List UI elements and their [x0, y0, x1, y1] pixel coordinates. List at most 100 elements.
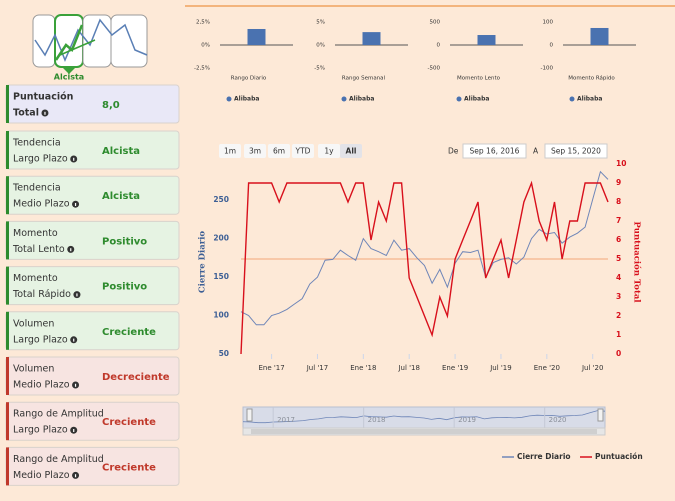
info-icon-stem — [70, 248, 72, 252]
to-value[interactable]: Sep 15, 2020 — [551, 147, 601, 156]
card-accent — [6, 131, 9, 169]
navigator-handle[interactable] — [246, 408, 253, 422]
y-axis-title: Cierre Diario — [198, 231, 208, 294]
y-tick-label: -2,5% — [194, 66, 210, 72]
status-card: Rango de Amplitud Medio Plazo Creciente — [5, 446, 180, 486]
bar — [247, 28, 266, 45]
card-label: Tendencia — [12, 138, 61, 149]
range-button[interactable] — [318, 144, 340, 158]
y2-tick-label: 6 — [616, 235, 621, 244]
card-label: Total Lento — [12, 244, 65, 255]
range-button[interactable] — [292, 144, 314, 158]
card-label: Puntuación — [13, 92, 74, 103]
x-tick-label: Ene '18 — [350, 364, 376, 372]
from-input[interactable] — [462, 143, 527, 159]
y2-tick-label: 1 — [616, 330, 621, 339]
navigator-label: 2018 — [368, 416, 386, 424]
mini-chart: 500 0 -500 Alibaba Momento Lento — [428, 20, 523, 103]
legend-label: Puntuación — [595, 452, 643, 461]
range-button[interactable] — [244, 144, 266, 158]
to-input[interactable] — [544, 143, 608, 159]
status-card: Rango de Amplitud Largo Plazo Creciente — [5, 401, 180, 441]
signal-label: Alcista — [54, 73, 84, 82]
range-button-label[interactable]: 6m — [273, 147, 285, 156]
info-icon-stem — [74, 203, 77, 206]
card-value: Decreciente — [102, 372, 170, 383]
range-button-label[interactable]: 1y — [324, 147, 334, 156]
y2-tick-label: 10 — [616, 159, 626, 168]
card-label: Largo Plazo — [13, 334, 68, 345]
x-tick-label: Jul '18 — [397, 364, 420, 372]
to-label: A — [533, 147, 539, 156]
card-label: Tendencia — [12, 183, 61, 194]
y-tick-label: 2,5% — [196, 20, 210, 26]
mini-chart: 2,5% 0% -2,5% Alibaba Rango Diario — [194, 20, 293, 103]
legend-marker — [569, 96, 575, 102]
logo-panel — [54, 14, 84, 68]
status-card: Momento Total Rápido Positivo — [5, 266, 180, 306]
y-tick-label: 100 — [543, 20, 554, 26]
range-button-label[interactable]: YTD — [295, 147, 311, 156]
navigator-label: 2019 — [458, 416, 476, 424]
legend-marker — [341, 96, 347, 102]
y2-tick-label: 9 — [616, 178, 621, 187]
navigator-handle[interactable] — [597, 408, 604, 422]
card-label: Momento — [13, 228, 58, 239]
navigator-label: 2020 — [549, 416, 567, 424]
card-label: Medio Plazo — [13, 470, 70, 481]
x-tick-label: Jul '19 — [489, 364, 512, 372]
y-tick-label: 0 — [550, 43, 554, 49]
card-accent — [6, 357, 9, 395]
logo: Alcista — [32, 14, 148, 82]
y-tick-label: 50 — [219, 349, 229, 358]
chart-title: Momento Rápido — [568, 75, 615, 82]
range-button-label[interactable]: 1m — [224, 147, 236, 156]
legend-marker — [456, 96, 462, 102]
range-button-label[interactable]: 3m — [249, 147, 261, 156]
card-value: Creciente — [102, 417, 156, 428]
x-tick-label: Ene '19 — [442, 364, 468, 372]
chart-title: Momento Lento — [457, 76, 501, 82]
x-tick-label: Jul '17 — [306, 364, 329, 372]
from-value[interactable]: Sep 16, 2016 — [470, 147, 520, 156]
y2-tick-label: 4 — [616, 273, 621, 282]
legend-label: Alibaba — [234, 96, 259, 103]
card-label: Medio Plazo — [13, 380, 70, 391]
card-accent — [6, 402, 9, 441]
logo-pointer — [62, 67, 76, 74]
scrollbar-thumb[interactable] — [251, 429, 597, 434]
y-tick-label: 250 — [213, 195, 229, 204]
card-label: Total — [13, 108, 39, 119]
card-label: Rango de Amplitud — [13, 454, 104, 465]
status-card: Volumen Largo Plazo Creciente — [5, 311, 180, 351]
range-button[interactable] — [340, 144, 362, 158]
y2-tick-label: 8 — [616, 197, 621, 206]
x-tick-label: Ene '20 — [534, 364, 560, 372]
range-button[interactable] — [219, 144, 241, 158]
legend-label: Cierre Diario — [517, 452, 571, 461]
info-icon-stem — [76, 293, 78, 297]
bar — [362, 32, 381, 45]
range-button-label[interactable]: All — [346, 147, 357, 156]
info-icon-stem — [73, 429, 75, 432]
y-tick-label: 100 — [213, 311, 229, 320]
y2-tick-label: 2 — [616, 311, 621, 320]
card-accent — [6, 221, 9, 260]
bar — [477, 35, 496, 45]
logo-panel — [110, 14, 148, 68]
card-label: Largo Plazo — [13, 425, 68, 436]
range-button[interactable] — [268, 144, 290, 158]
card-label: Volumen — [13, 318, 54, 329]
legend-label: Alibaba — [349, 96, 374, 103]
info-icon-stem — [44, 111, 46, 115]
card-value: Alcista — [102, 191, 140, 202]
y2-tick-label: 3 — [616, 292, 621, 301]
bar — [590, 27, 609, 45]
logo-line — [34, 18, 148, 62]
main-chart: 50 100 150 200 250 0 1 2 3 4 5 6 7 8 9 10 Ene '17 Jul '17… — [198, 159, 643, 461]
y-tick-label: -100 — [541, 66, 554, 72]
card-value: Creciente — [102, 462, 156, 473]
mini-chart: 100 0 -100 Alibaba Momento Rápido — [541, 20, 636, 103]
card-accent — [6, 85, 9, 123]
